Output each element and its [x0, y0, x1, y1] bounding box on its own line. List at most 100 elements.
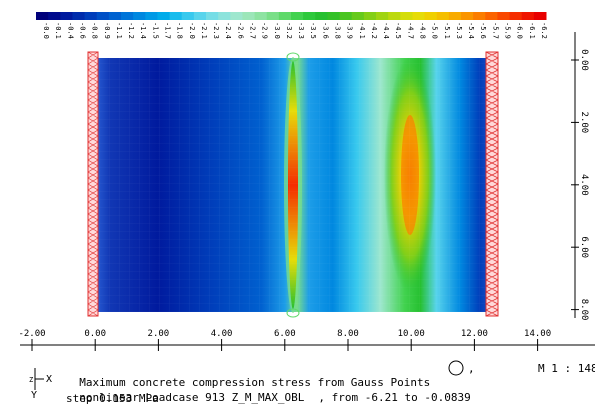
caption-title: Maximum concrete compression stress from… [79, 376, 431, 389]
legend-swatch [376, 12, 389, 20]
legend-swatch [133, 12, 146, 20]
legend-swatch [278, 12, 292, 20]
legend-swatch [230, 12, 243, 20]
legend-swatch [242, 12, 256, 20]
axis-z-label: Z [29, 376, 33, 384]
y-axis: 0.00 2.00 4.00 6.00 8.00 [571, 32, 589, 320]
legend-swatch [36, 12, 49, 20]
legend-swatch [218, 12, 231, 20]
legend-label: -2.7 [249, 22, 257, 39]
legend-label: -4.5 [394, 22, 402, 39]
legend-label: -3.9 [346, 22, 354, 39]
legend-label: -5.1 [443, 22, 451, 39]
legend-swatch [193, 12, 207, 20]
legend-swatch [84, 12, 98, 20]
legend-label: -3.3 [297, 22, 305, 39]
y-tick-label: 6.00 [579, 236, 589, 258]
legend-color-bar [36, 12, 547, 20]
x-tick-label: 4.00 [211, 329, 233, 339]
legend-swatch [181, 12, 195, 20]
x-tick-label: -2.00 [18, 329, 45, 339]
legend-swatch [169, 12, 183, 20]
legend-label: -2.9 [261, 22, 269, 39]
legend-label: -1.7 [164, 22, 172, 39]
legend-swatch [315, 12, 328, 20]
x-tick-label: 8.00 [337, 329, 359, 339]
legend-swatch [509, 12, 523, 20]
legend-swatch [400, 12, 413, 20]
legend-swatch [412, 12, 426, 20]
legend-swatch [339, 12, 353, 20]
legend-label: -3.8 [334, 22, 342, 39]
legend-label: -4.8 [419, 22, 427, 39]
legend-label: -2.0 [188, 22, 196, 39]
legend-label: -0.0 [42, 22, 50, 39]
legend-label: -6.2 [540, 22, 548, 39]
legend-swatch [145, 12, 158, 20]
legend-label: -4.4 [382, 22, 390, 39]
legend-swatch [206, 12, 219, 20]
legend-label: -4.1 [358, 22, 366, 39]
legend-label: -5.3 [455, 22, 463, 39]
axis-x-label: X [46, 374, 52, 385]
legend-label: -2.1 [200, 22, 208, 39]
legend-labels: -0.0 -0.1 -0.4 -0.6 -0.8 -0.9 -1.1 -1.2 -1.4 -1.5… [42, 22, 548, 39]
legend-label: -5.6 [479, 22, 487, 39]
legend-label: -0.4 [66, 22, 74, 39]
legend-label: -5.0 [431, 22, 439, 39]
range-label: , from -6.21 to -0.0839 [318, 391, 471, 404]
legend-label: -0.8 [91, 22, 99, 39]
legend-label: -3.5 [309, 22, 317, 39]
legend-label: -0.6 [79, 22, 87, 39]
legend-label: -0.1 [54, 22, 62, 39]
y-tick-label: 0.00 [579, 49, 589, 71]
legend-swatch [254, 12, 268, 20]
legend-swatch [424, 12, 438, 20]
legend-label: -3.6 [321, 22, 329, 39]
legend-swatch [291, 12, 304, 20]
caption-line-1: Maximum concrete compression stress from… [66, 362, 430, 390]
legend-swatch [157, 12, 171, 20]
support-node-marker [286, 308, 300, 318]
legend-swatch [388, 12, 401, 20]
legend-swatch [436, 12, 450, 20]
legend-label: -5.9 [504, 22, 512, 39]
view-indicator-circle [448, 360, 464, 376]
legend-label: -2.6 [236, 22, 244, 39]
legend-swatch [121, 12, 134, 20]
y-tick-label: 2.00 [579, 112, 589, 134]
caption-suffix: , [468, 362, 475, 375]
step-label: step 0.153 MPa [66, 392, 159, 405]
legend-label: -2.3 [212, 22, 220, 39]
legend-swatch [96, 12, 110, 20]
legend-label: -5.7 [491, 22, 499, 39]
legend-swatch [521, 12, 535, 20]
legend-swatch [303, 12, 316, 20]
x-tick-label: 14.00 [524, 329, 551, 339]
legend-label: -0.9 [103, 22, 111, 39]
loadcase-label: nonlinear Loadcase 913 Z_M_MAX_OBL [79, 391, 305, 404]
legend-swatch [327, 12, 341, 20]
legend-label: -3.0 [273, 22, 281, 39]
legend-swatch [266, 12, 280, 20]
axis-y-label: Y [31, 390, 37, 401]
legend-label: -4.7 [406, 22, 414, 39]
x-tick-label: 12.00 [461, 329, 488, 339]
legend-swatch [473, 12, 486, 20]
x-tick-label: 0.00 [84, 329, 106, 339]
caption-line-2: nonlinear Loadcase 913 Z_M_MAX_OBL , from… [66, 377, 471, 405]
legend-label: -1.4 [139, 22, 147, 39]
y-tick-label: 4.00 [579, 174, 589, 196]
right-support [485, 51, 499, 317]
legend-swatch [485, 12, 498, 20]
support-node-marker [286, 52, 300, 62]
legend-swatch [351, 12, 365, 20]
legend-swatch [72, 12, 86, 20]
scale-label: M 1 : 148 [538, 362, 595, 375]
legend-swatch [461, 12, 474, 20]
legend-label: -1.2 [127, 22, 135, 39]
legend-label: -1.8 [176, 22, 184, 39]
x-tick-label: 6.00 [274, 329, 296, 339]
stress-contour-plate [94, 57, 492, 313]
